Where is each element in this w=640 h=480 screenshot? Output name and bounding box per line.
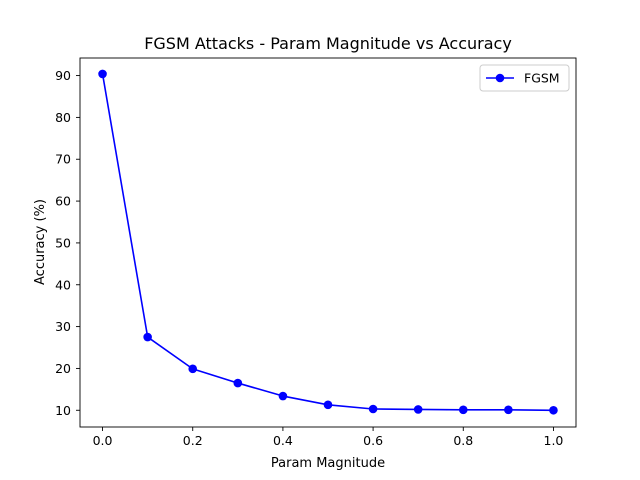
y-tick-label: 40 [55,277,71,292]
y-tick-label: 50 [55,235,71,250]
chart-title: FGSM Attacks - Param Magnitude vs Accura… [144,34,512,53]
data-point [98,69,107,79]
data-point [143,332,152,342]
data-point [188,364,198,374]
axes-frame [79,57,577,428]
y-tick-label: 20 [55,361,71,376]
legend-marker [495,73,505,83]
y-tick-label: 90 [55,68,71,83]
y-tick-label: 30 [55,319,71,334]
data-point [413,405,423,414]
x-tick-label: 0.8 [453,433,473,448]
data-point [278,391,288,401]
x-tick-label: 0.0 [93,433,113,448]
plot-area: 0.0 0.2 0.4 0.6 0.8 1.0 10 20 30 40 50 60 70 80 90 FGSM [55,57,577,448]
y-tick-label: 60 [55,194,71,209]
data-point [504,405,513,415]
legend-label: FGSM [524,71,560,86]
x-axis-label: Param Magnitude [271,456,385,471]
data-point [233,378,243,388]
y-axis-label: Accuracy (%) [33,199,48,285]
legend-box [479,64,570,92]
x-tick-label: 0.6 [363,433,383,448]
x-tick-label: 0.4 [273,433,293,448]
data-point [323,400,333,410]
y-tick-label: 10 [55,403,71,418]
x-tick-label: 1.0 [544,433,564,448]
legend: FGSM [479,64,570,92]
data-point [549,405,558,415]
data-point [458,405,468,415]
x-tick-label: 0.2 [183,433,203,448]
data-point [368,404,378,414]
y-tick-label: 70 [55,152,71,167]
y-tick-label: 80 [55,110,71,125]
